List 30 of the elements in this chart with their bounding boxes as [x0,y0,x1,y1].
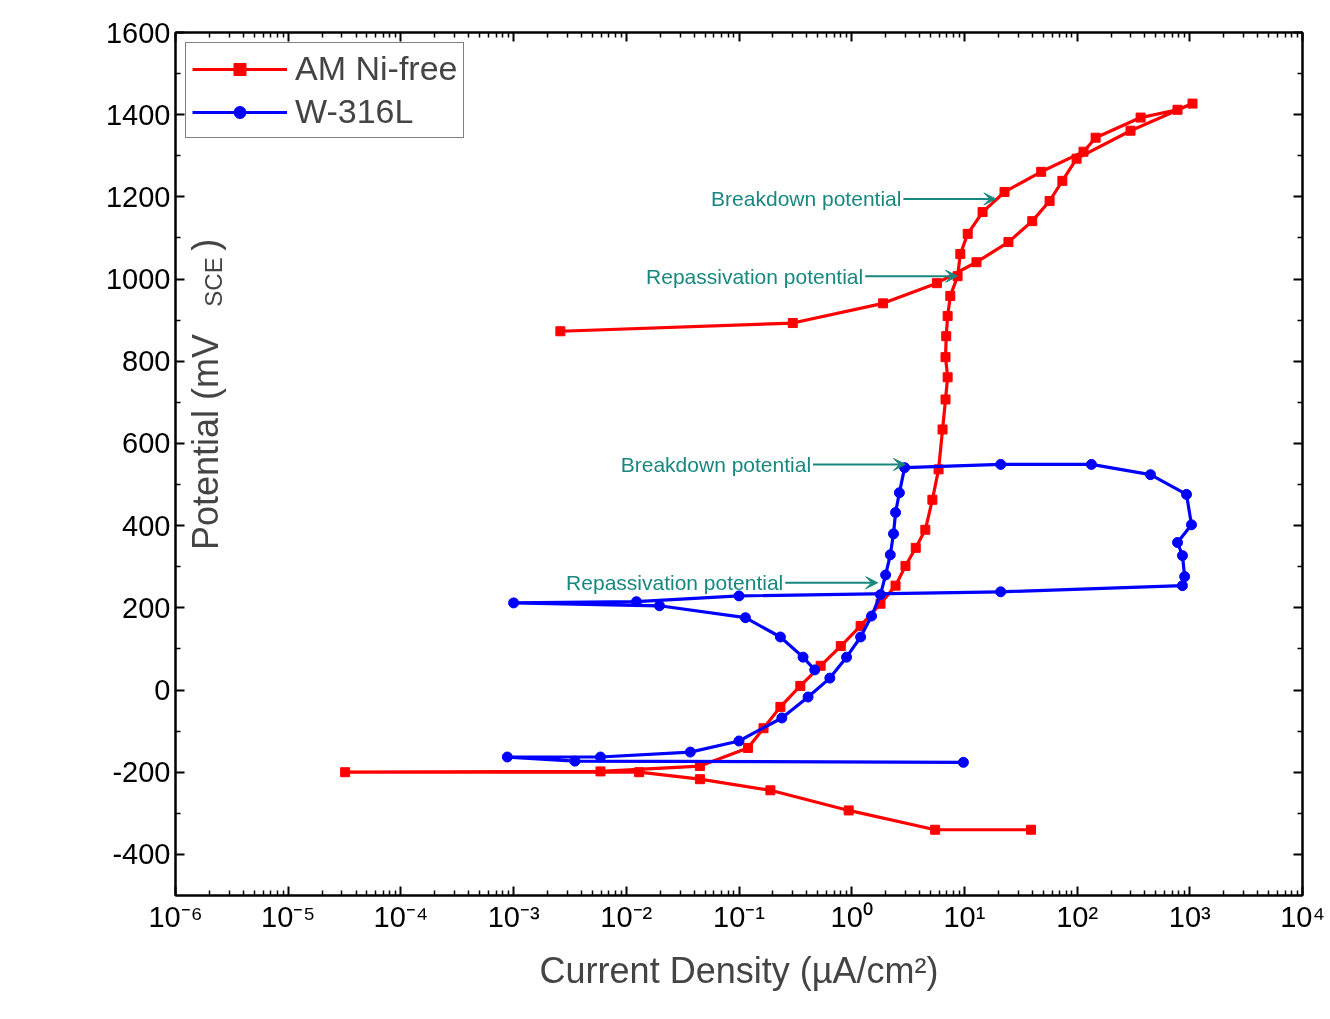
x-tick-label: 10⁻⁶ [148,900,203,933]
y-tick-label: 0 [154,674,171,707]
y-tick-label: 600 [122,427,171,460]
annotation: Breakdown potential [620,452,812,476]
x-tick-label: 10⁰ [830,900,873,933]
annotation: Repassivation potential [646,264,864,288]
y-tick-label: 200 [122,591,171,624]
y-axis-title: Potential (mVSCE) [185,238,227,551]
y-tick-label: 1600 [105,16,171,49]
x-axis-title: Current Density (µA/cm²) [539,949,939,991]
x-tick-label: 10¹ [943,900,986,933]
y-tick-label: -400 [112,838,171,871]
legend-label: W-316L [295,92,414,131]
x-tick-label: 10³ [1168,900,1212,933]
legend-label: AM Ni-free [295,49,458,88]
x-tick-label: 10⁻² [600,900,653,933]
x-tick-label: 10⁻⁴ [373,900,429,933]
y-tick-label: 1200 [105,180,171,213]
y-tick-label: -200 [112,756,171,789]
x-tick-label: 10⁻³ [487,900,540,933]
y-tick-label: 800 [122,345,171,378]
x-tick-label: 10⁻¹ [713,900,766,933]
y-tick-label: 400 [122,509,171,542]
annotation: Breakdown potential [711,187,902,211]
y-tick-label: 1000 [105,263,171,296]
x-tick-label: 10⁻⁵ [261,900,316,933]
x-tick-label: 10⁴ [1280,900,1325,933]
y-tick-label: 1400 [105,98,171,131]
x-tick-label: 10² [1056,900,1099,933]
annotation: Repassivation potential [566,571,784,595]
